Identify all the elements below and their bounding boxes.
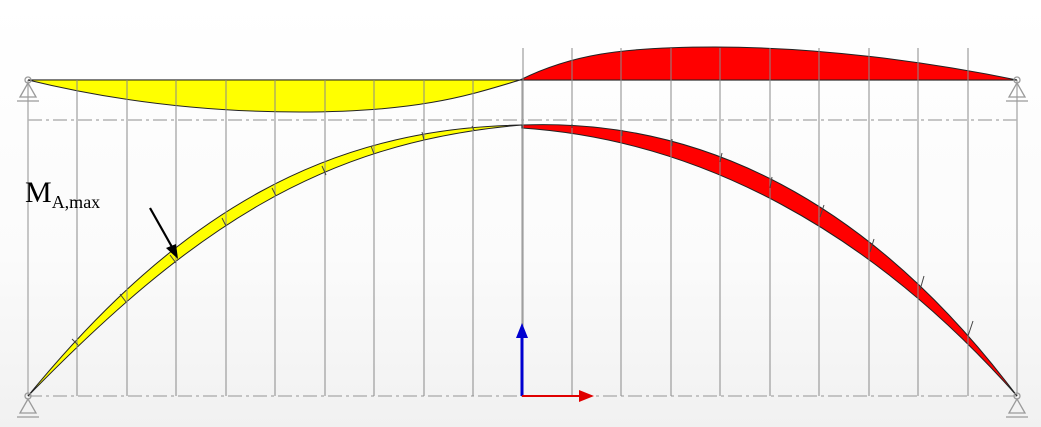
- tick: [919, 275, 925, 291]
- support-top-right: [1006, 76, 1028, 102]
- upper-positive-region: [27, 79, 521, 113]
- pinned-support-icon: [17, 76, 1028, 418]
- tick: [119, 293, 127, 303]
- tick: [271, 187, 277, 197]
- tick: [967, 320, 974, 337]
- support-top-left: [17, 76, 39, 102]
- tick: [819, 204, 825, 218]
- label-main: M: [25, 176, 52, 209]
- tick: [869, 238, 875, 253]
- upper-moment-diagram: [27, 46, 1018, 113]
- tick: [471, 125, 475, 131]
- support-bottom-left: [17, 392, 39, 418]
- moment-annotation-label: MA,max: [25, 176, 101, 212]
- annotation-arrow: [149, 207, 178, 259]
- upper-negative-region: [519, 46, 1018, 81]
- tick: [71, 338, 79, 346]
- tick: [769, 176, 773, 189]
- tick: [421, 131, 425, 141]
- tick: [321, 165, 327, 176]
- coordinate-axes-icon: [516, 323, 594, 402]
- support-bottom-right: [1006, 392, 1028, 418]
- lower-curve-ticks: [71, 124, 974, 346]
- tick: [169, 254, 177, 264]
- tick: [370, 145, 375, 155]
- label-subscript: A,max: [51, 192, 101, 212]
- tick: [719, 152, 723, 163]
- tick: [221, 217, 227, 227]
